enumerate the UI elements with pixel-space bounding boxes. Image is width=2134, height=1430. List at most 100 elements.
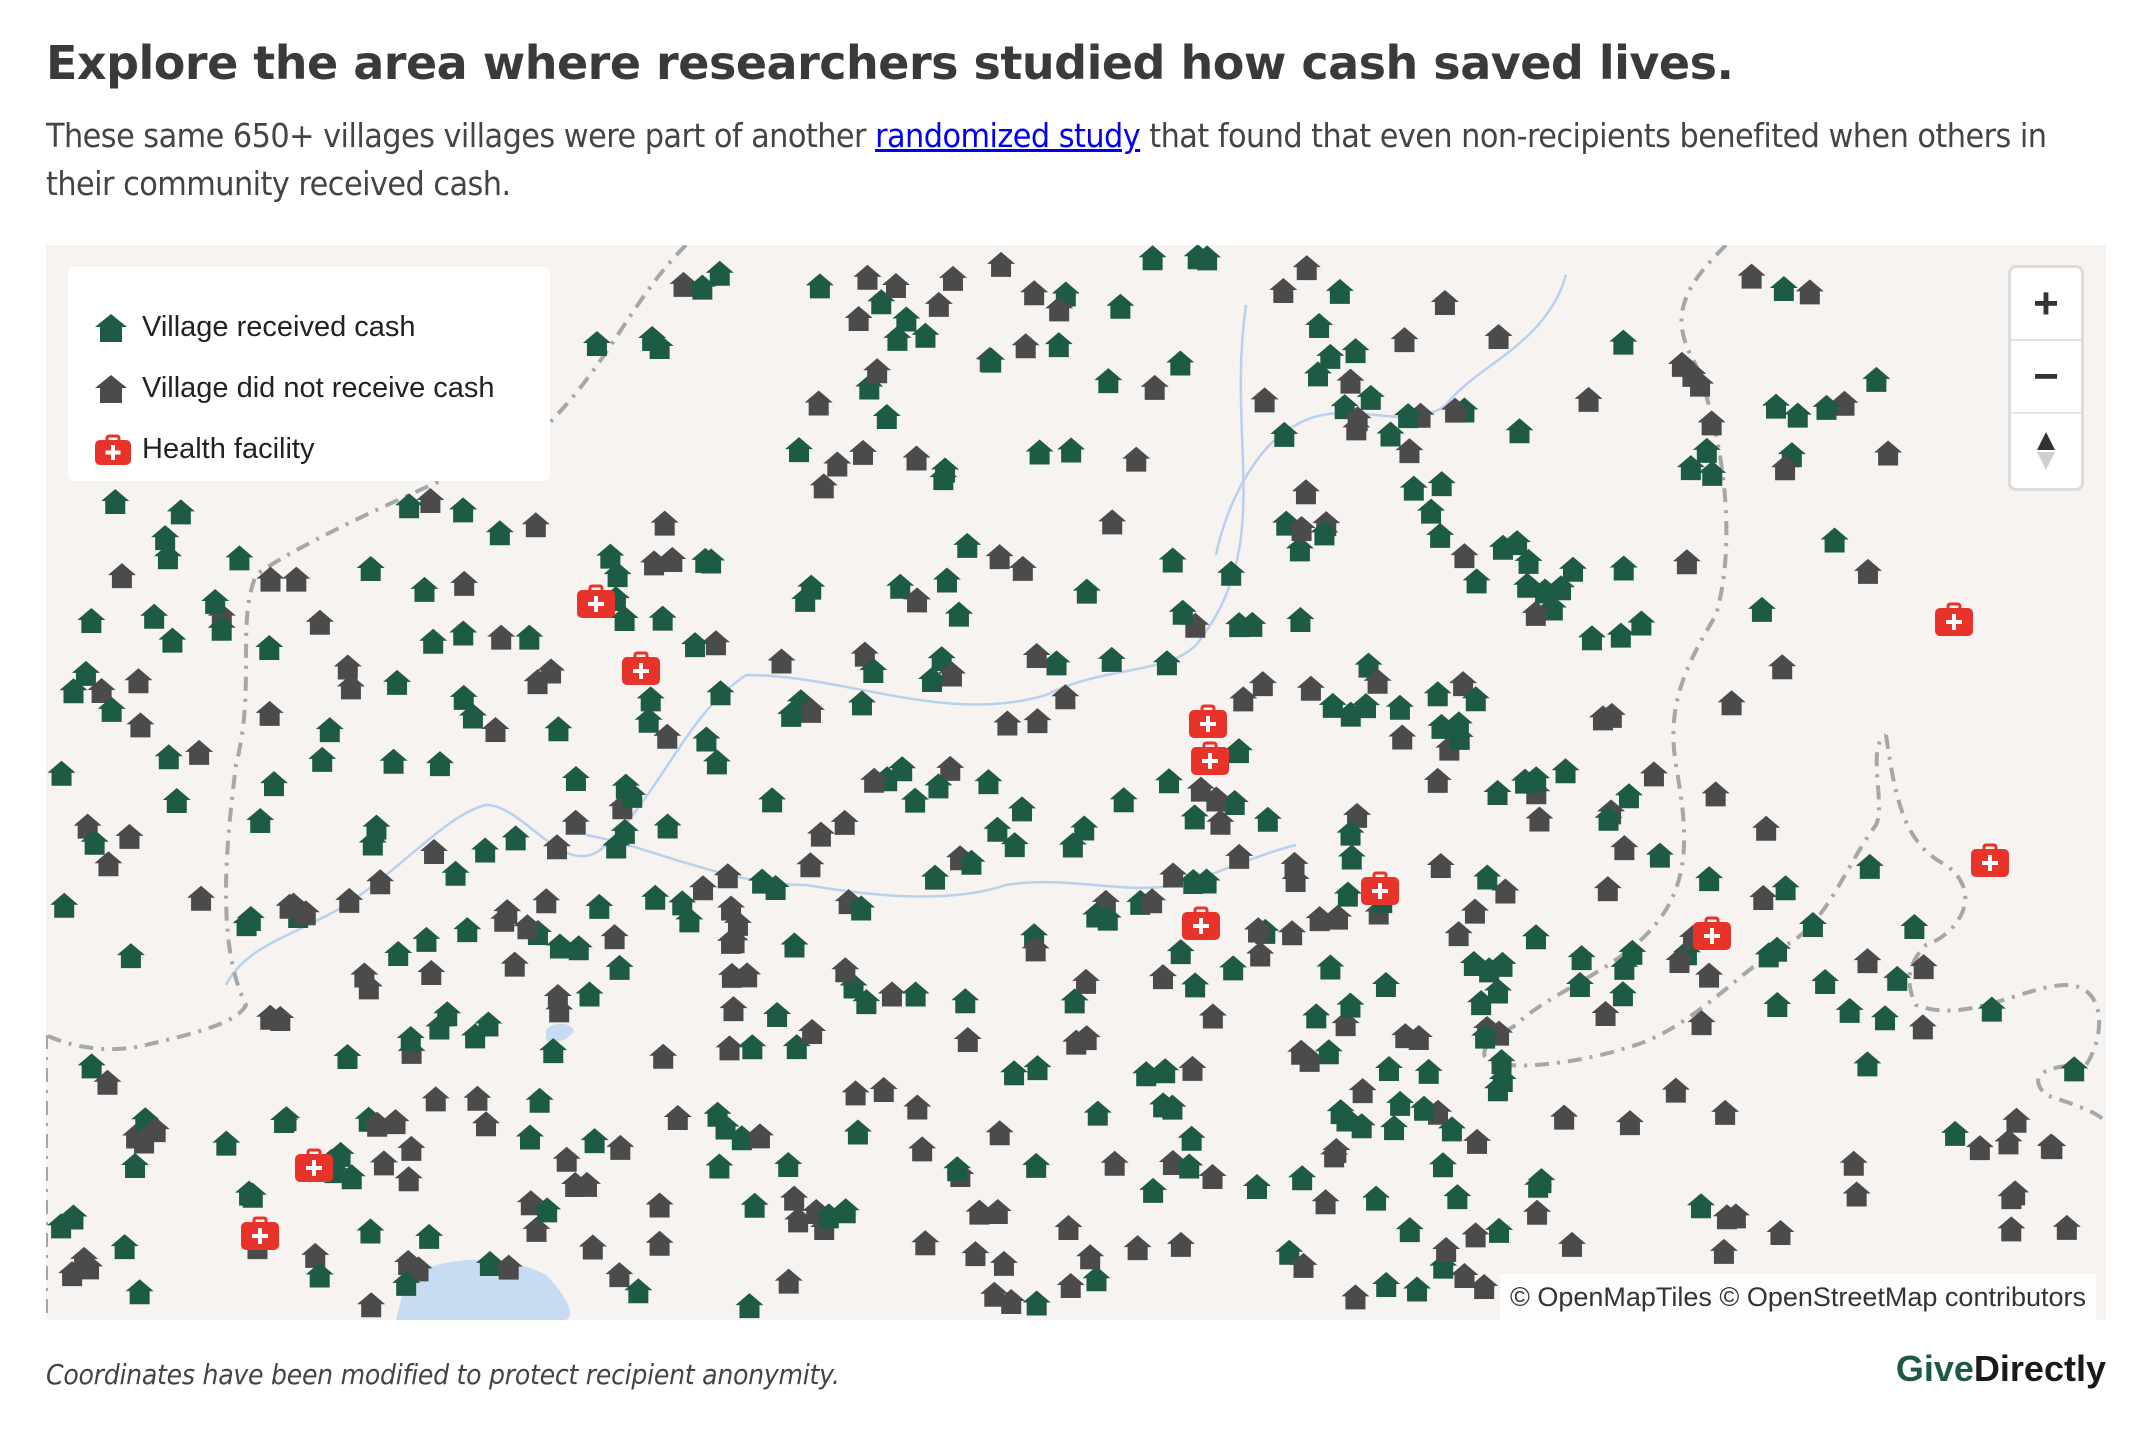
village-marker[interactable]	[522, 1216, 551, 1242]
village-marker[interactable]	[485, 520, 514, 546]
village-marker[interactable]	[1463, 1128, 1492, 1154]
village-marker[interactable]	[719, 996, 748, 1022]
village-marker[interactable]	[908, 1136, 937, 1162]
village-marker[interactable]	[798, 1019, 827, 1045]
village-marker[interactable]	[1450, 1263, 1479, 1289]
village-marker[interactable]	[1594, 805, 1623, 831]
village-marker[interactable]	[1122, 446, 1151, 472]
village-marker[interactable]	[140, 603, 169, 629]
village-marker[interactable]	[1022, 1152, 1051, 1178]
village-marker[interactable]	[1311, 1189, 1340, 1215]
village-marker[interactable]	[1158, 547, 1187, 573]
village-marker[interactable]	[1768, 654, 1797, 680]
village-marker[interactable]	[1166, 350, 1195, 376]
village-marker[interactable]	[77, 1053, 106, 1079]
village-marker[interactable]	[449, 497, 478, 523]
village-marker[interactable]	[605, 1262, 634, 1288]
village-marker[interactable]	[640, 550, 669, 576]
village-marker[interactable]	[1341, 1284, 1370, 1310]
village-marker[interactable]	[2060, 1056, 2089, 1082]
village-marker[interactable]	[1695, 866, 1724, 892]
village-marker[interactable]	[1051, 684, 1080, 710]
village-marker[interactable]	[1618, 939, 1647, 965]
village-marker[interactable]	[207, 615, 236, 641]
village-marker[interactable]	[648, 605, 677, 631]
village-marker[interactable]	[1567, 945, 1596, 971]
village-marker[interactable]	[1752, 815, 1781, 841]
village-marker[interactable]	[985, 544, 1014, 570]
village-marker[interactable]	[791, 586, 820, 612]
village-marker[interactable]	[1627, 610, 1656, 636]
village-marker[interactable]	[605, 954, 634, 980]
village-marker[interactable]	[412, 926, 441, 952]
village-marker[interactable]	[1011, 333, 1040, 359]
village-marker[interactable]	[596, 543, 625, 569]
village-marker[interactable]	[453, 917, 482, 943]
village-marker[interactable]	[1997, 1216, 2026, 1242]
village-marker[interactable]	[1609, 329, 1638, 355]
village-marker[interactable]	[918, 666, 947, 692]
village-marker[interactable]	[1565, 971, 1594, 997]
village-marker[interactable]	[1022, 1290, 1051, 1316]
village-marker[interactable]	[740, 1192, 769, 1218]
village-marker[interactable]	[1900, 913, 1929, 939]
village-marker[interactable]	[1394, 403, 1423, 429]
village-marker[interactable]	[212, 1130, 241, 1156]
village-marker[interactable]	[201, 588, 230, 614]
village-marker[interactable]	[417, 959, 446, 985]
village-marker[interactable]	[1523, 1199, 1552, 1225]
village-marker[interactable]	[931, 457, 960, 483]
village-marker[interactable]	[481, 717, 510, 743]
village-marker[interactable]	[1747, 596, 1776, 622]
village-marker[interactable]	[1022, 642, 1051, 668]
village-marker[interactable]	[1941, 1120, 1970, 1146]
village-marker[interactable]	[1363, 668, 1392, 694]
village-marker[interactable]	[641, 884, 670, 910]
village-marker[interactable]	[1356, 384, 1385, 410]
village-marker[interactable]	[924, 773, 953, 799]
village-marker[interactable]	[1159, 862, 1188, 888]
village-marker[interactable]	[521, 512, 550, 538]
village-marker[interactable]	[1766, 1219, 1795, 1245]
village-marker[interactable]	[582, 330, 611, 356]
village-marker[interactable]	[1322, 1138, 1351, 1164]
village-marker[interactable]	[692, 726, 721, 752]
village-marker[interactable]	[1152, 650, 1181, 676]
village-marker[interactable]	[1391, 1023, 1420, 1049]
village-marker[interactable]	[487, 624, 516, 650]
village-marker[interactable]	[1000, 832, 1029, 858]
village-marker[interactable]	[1181, 972, 1210, 998]
village-marker[interactable]	[901, 981, 930, 1007]
village-marker[interactable]	[1054, 1214, 1083, 1240]
village-marker[interactable]	[796, 852, 825, 878]
village-marker[interactable]	[953, 532, 982, 558]
medical-kit-icon[interactable]	[1189, 704, 1227, 738]
village-marker[interactable]	[932, 567, 961, 593]
village-marker[interactable]	[1323, 904, 1352, 930]
village-marker[interactable]	[1076, 1244, 1105, 1270]
village-marker[interactable]	[572, 1171, 601, 1197]
village-marker[interactable]	[847, 895, 876, 921]
village-marker[interactable]	[1380, 1115, 1409, 1141]
village-marker[interactable]	[1462, 568, 1491, 594]
village-marker[interactable]	[745, 1123, 774, 1149]
village-marker[interactable]	[1149, 1092, 1178, 1118]
village-marker[interactable]	[911, 322, 940, 348]
village-marker[interactable]	[1485, 1217, 1514, 1243]
village-marker[interactable]	[883, 325, 912, 351]
village-marker[interactable]	[126, 712, 155, 738]
village-marker[interactable]	[1769, 276, 1798, 302]
village-marker[interactable]	[255, 700, 284, 726]
village-marker[interactable]	[1281, 867, 1310, 893]
village-marker[interactable]	[384, 941, 413, 967]
village-marker[interactable]	[1292, 255, 1321, 281]
village-marker[interactable]	[849, 439, 878, 465]
village-marker[interactable]	[77, 608, 106, 634]
village-marker[interactable]	[270, 1108, 299, 1134]
village-marker[interactable]	[1302, 1003, 1331, 1029]
village-marker[interactable]	[717, 895, 746, 921]
village-marker[interactable]	[471, 837, 500, 863]
village-marker[interactable]	[877, 981, 906, 1007]
village-marker[interactable]	[902, 445, 931, 471]
village-marker[interactable]	[545, 933, 574, 959]
